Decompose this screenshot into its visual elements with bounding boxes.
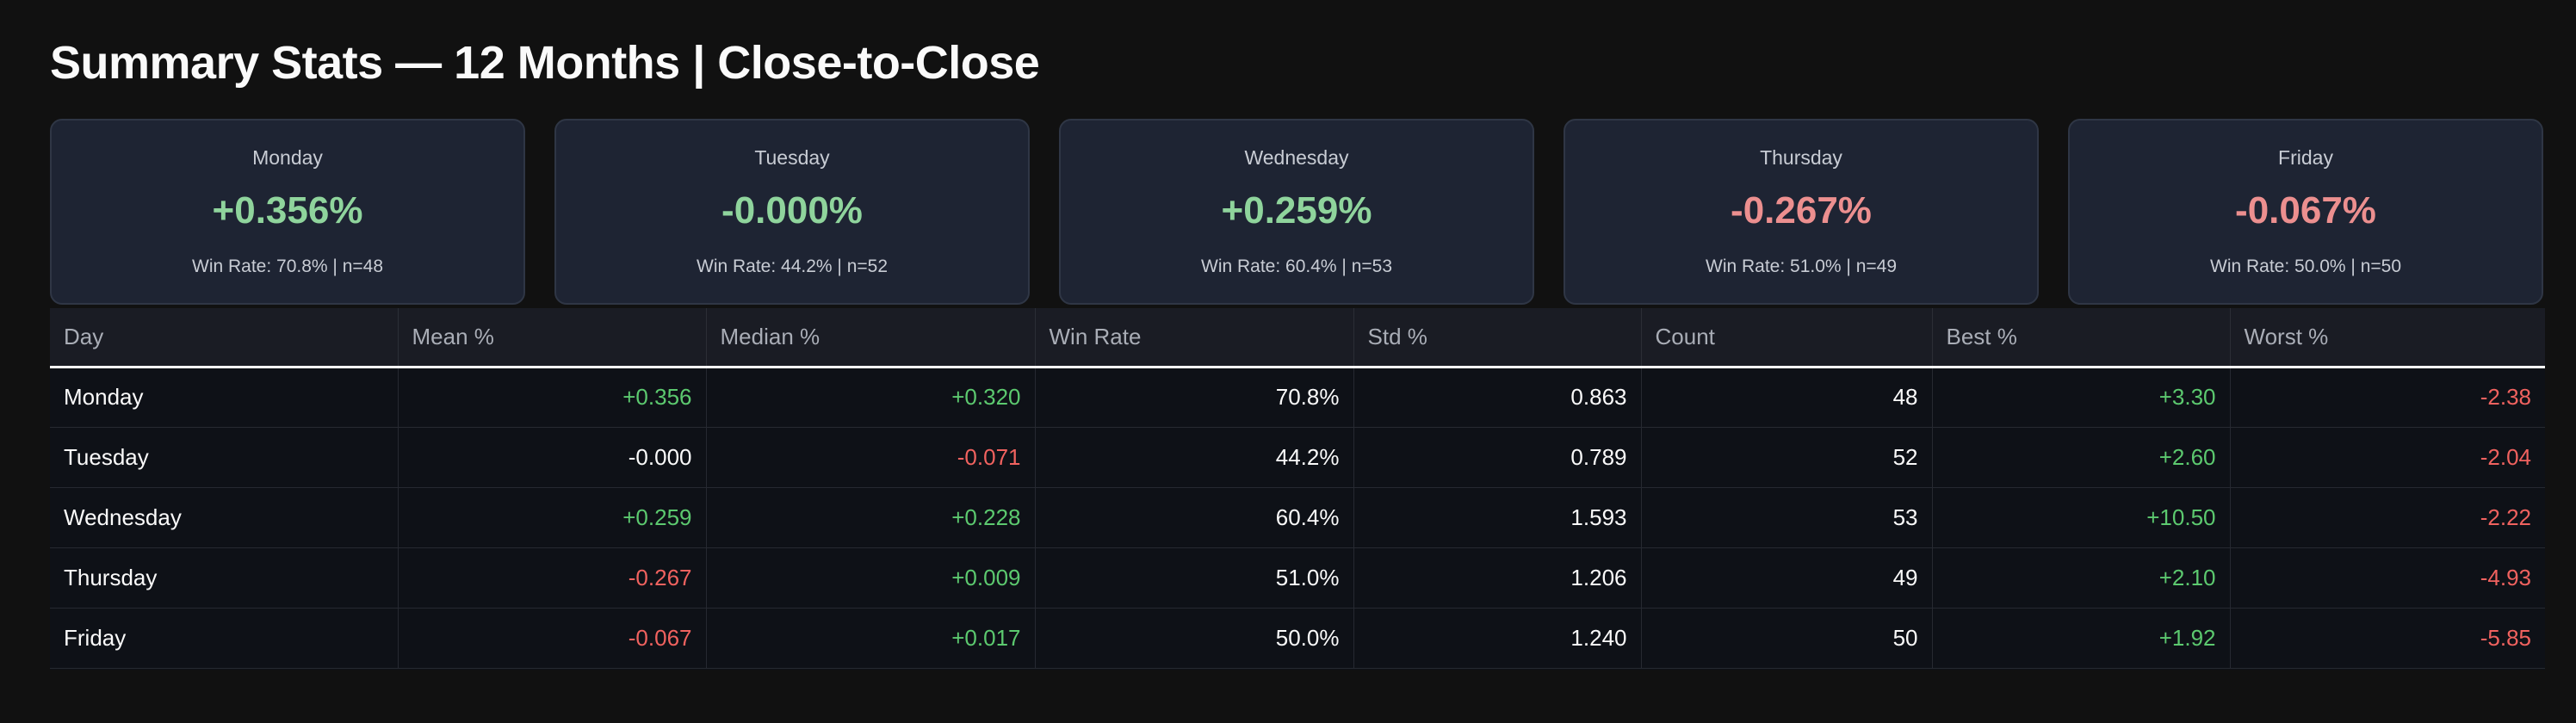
metric-card-wednesday: Wednesday +0.259% Win Rate: 60.4% | n=53: [1059, 119, 1534, 305]
metric-card-thursday: Thursday -0.267% Win Rate: 51.0% | n=49: [1564, 119, 2039, 305]
metric-card-day: Friday: [2278, 146, 2333, 169]
cell-worst[interactable]: -2.22: [2230, 487, 2545, 548]
metric-card-subtitle: Win Rate: 50.0% | n=50: [2210, 256, 2401, 276]
cell-worst[interactable]: -2.38: [2230, 367, 2545, 428]
cell-std[interactable]: 1.206: [1353, 547, 1642, 609]
table-row: Tuesday -0.000 -0.071 44.2% 0.789 52 +2.60 -2.0…: [50, 427, 2545, 488]
table-header-row: Day Mean % Median % Win Rate Std % Count…: [50, 308, 2545, 368]
metric-card-monday: Monday +0.356% Win Rate: 70.8% | n=48: [50, 119, 525, 305]
metric-card-value: -0.267%: [1731, 189, 1872, 232]
metric-card-value: +0.259%: [1221, 189, 1372, 232]
cell-median[interactable]: -0.071: [706, 427, 1036, 488]
cell-best[interactable]: +1.92: [1932, 608, 2231, 669]
metric-card-tuesday: Tuesday -0.000% Win Rate: 44.2% | n=52: [554, 119, 1030, 305]
cell-count[interactable]: 49: [1641, 547, 1933, 609]
column-header-count[interactable]: Count: [1641, 308, 1933, 368]
cell-mean[interactable]: +0.356: [398, 367, 707, 428]
metric-card-value: -0.067%: [2235, 189, 2376, 232]
cell-worst[interactable]: -4.93: [2230, 547, 2545, 609]
metric-card-subtitle: Win Rate: 60.4% | n=53: [1201, 256, 1392, 276]
column-header-worst[interactable]: Worst %: [2230, 308, 2545, 368]
column-header-day[interactable]: Day: [50, 308, 399, 368]
table-row: Wednesday +0.259 +0.228 60.4% 1.593 53 +10.50-…: [50, 487, 2545, 548]
cell-win-rate[interactable]: 51.0%: [1035, 547, 1354, 609]
cell-count[interactable]: 53: [1641, 487, 1933, 548]
cell-median[interactable]: +0.017: [706, 608, 1036, 669]
table-row: Monday +0.356 +0.320 70.8% 0.863 48 +3.30 -2.38: [50, 367, 2545, 428]
cell-std[interactable]: 0.789: [1353, 427, 1642, 488]
cell-worst[interactable]: -5.85: [2230, 608, 2545, 669]
metric-card-friday: Friday -0.067% Win Rate: 50.0% | n=50: [2068, 119, 2543, 305]
cell-median[interactable]: +0.320: [706, 367, 1036, 428]
cell-win-rate[interactable]: 50.0%: [1035, 608, 1354, 669]
cell-std[interactable]: 0.863: [1353, 367, 1642, 428]
cell-best[interactable]: +2.10: [1932, 547, 2231, 609]
cell-mean[interactable]: -0.000: [398, 427, 707, 488]
cell-best[interactable]: +10.50: [1932, 487, 2231, 548]
cell-median[interactable]: +0.228: [706, 487, 1036, 548]
cell-mean[interactable]: -0.067: [398, 608, 707, 669]
table-row: Friday -0.067 +0.017 50.0% 1.240 50 +1.92 -5.85: [50, 608, 2545, 669]
metric-card-day: Wednesday: [1244, 146, 1349, 169]
cell-worst[interactable]: -2.04: [2230, 427, 2545, 488]
metric-card-day: Tuesday: [754, 146, 830, 169]
cell-day[interactable]: Wednesday: [50, 487, 399, 548]
cell-std[interactable]: 1.593: [1353, 487, 1642, 548]
metric-card-day: Thursday: [1760, 146, 1842, 169]
metric-card-value: +0.356%: [212, 189, 363, 232]
metric-card-subtitle: Win Rate: 70.8% | n=48: [192, 256, 383, 276]
cell-count[interactable]: 52: [1641, 427, 1933, 488]
metric-cards: Monday +0.356% Win Rate: 70.8% | n=48 Tu…: [50, 119, 2545, 306]
cell-day[interactable]: Tuesday: [50, 427, 399, 488]
cell-best[interactable]: +2.60: [1932, 427, 2231, 488]
cell-mean[interactable]: +0.259: [398, 487, 707, 548]
metric-card-value: -0.000%: [721, 189, 863, 232]
table-row: Thursday -0.267 +0.009 51.0% 1.206 49 +2.10 -4.…: [50, 547, 2545, 609]
cell-mean[interactable]: -0.267: [398, 547, 707, 609]
cell-day[interactable]: Monday: [50, 367, 399, 428]
stats-table: Day Mean % Median % Win Rate Std % Count…: [50, 308, 2545, 669]
cell-win-rate[interactable]: 44.2%: [1035, 427, 1354, 488]
cell-win-rate[interactable]: 70.8%: [1035, 367, 1354, 428]
column-header-win-rate[interactable]: Win Rate: [1035, 308, 1354, 368]
cell-day[interactable]: Friday: [50, 608, 399, 669]
cell-day[interactable]: Thursday: [50, 547, 399, 609]
cell-count[interactable]: 48: [1641, 367, 1933, 428]
table-body: Monday +0.356 +0.320 70.8% 0.863 48 +3.30 -2.38…: [50, 367, 2545, 669]
metric-card-day: Monday: [252, 146, 323, 169]
metric-card-subtitle: Win Rate: 51.0% | n=49: [1706, 256, 1897, 276]
page-title: Summary Stats — 12 Months | Close-to-Clo…: [50, 37, 1040, 89]
cell-count[interactable]: 50: [1641, 608, 1933, 669]
cell-std[interactable]: 1.240: [1353, 608, 1642, 669]
column-header-median[interactable]: Median %: [706, 308, 1036, 368]
column-header-best[interactable]: Best %: [1932, 308, 2231, 368]
cell-best[interactable]: +3.30: [1932, 367, 2231, 428]
column-header-mean[interactable]: Mean %: [398, 308, 707, 368]
stats-table-container[interactable]: Day Mean % Median % Win Rate Std % Count…: [50, 308, 2545, 670]
cell-median[interactable]: +0.009: [706, 547, 1036, 609]
metric-card-subtitle: Win Rate: 44.2% | n=52: [697, 256, 888, 276]
column-header-std[interactable]: Std %: [1353, 308, 1642, 368]
cell-win-rate[interactable]: 60.4%: [1035, 487, 1354, 548]
